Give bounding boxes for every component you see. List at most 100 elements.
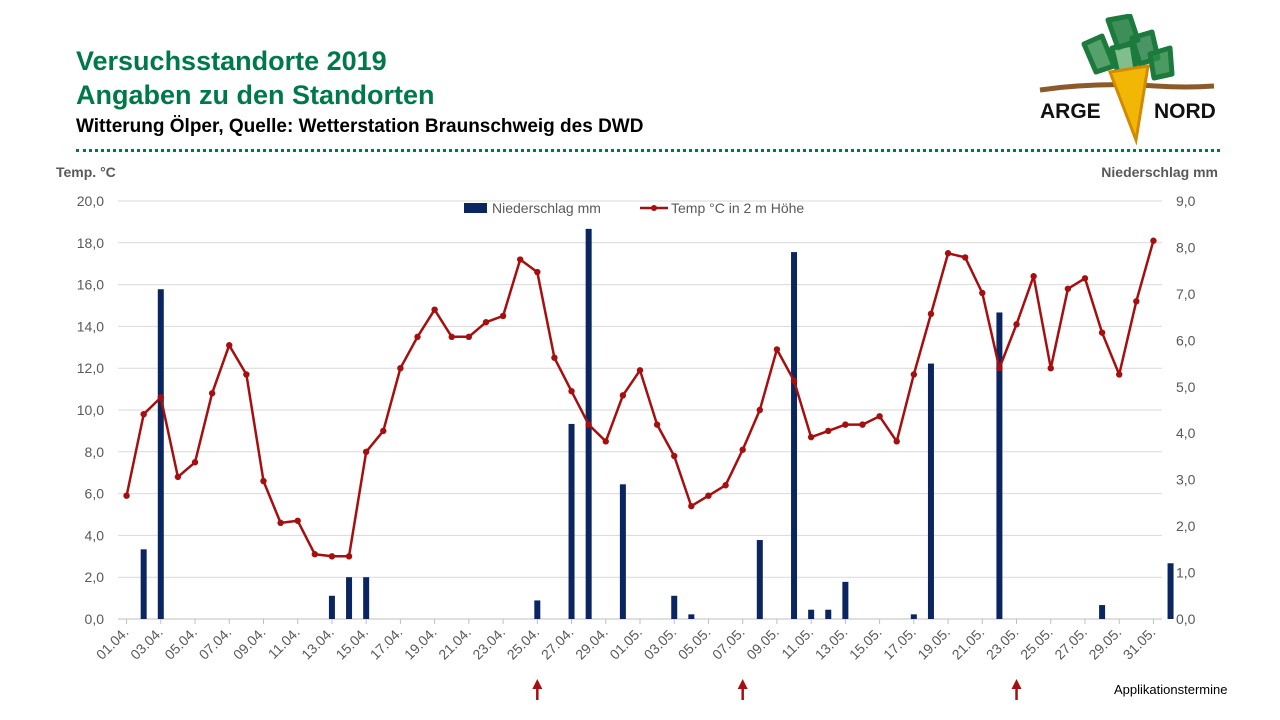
right-tick-label: 6,0	[1176, 332, 1196, 348]
logo-soil-line	[1039, 82, 1215, 93]
x-tick-label: 21.04.	[435, 624, 474, 663]
temperature-point	[140, 410, 147, 418]
x-tick-label: 17.05.	[880, 624, 919, 663]
temperature-point	[790, 377, 798, 384]
x-tick-label: 07.04.	[196, 624, 235, 663]
precipitation-bar	[140, 549, 147, 619]
right-tick-label: 7,0	[1176, 286, 1196, 302]
precipitation-bar	[328, 595, 335, 619]
temperature-point	[362, 448, 370, 455]
temperature-point	[431, 306, 438, 313]
temperature-point	[722, 482, 729, 489]
x-tick-label: 03.05.	[641, 624, 680, 663]
x-tick-label: 05.04.	[161, 624, 200, 663]
temperature-point	[653, 421, 661, 428]
precipitation-bar	[756, 540, 763, 619]
x-axis-labels: 01.04.03.04.05.04.07.04.09.04.11.04.13.0…	[93, 619, 1159, 663]
temperature-point	[157, 394, 164, 401]
x-tick-label: 27.04.	[538, 624, 577, 663]
temperature-point	[756, 406, 764, 414]
right-tick-label: 2,0	[1176, 518, 1196, 534]
left-tick-label: 12,0	[77, 360, 104, 376]
x-tick-label: 19.04.	[401, 624, 440, 663]
temperature-point	[568, 387, 575, 395]
precipitation-bar	[825, 609, 832, 619]
temperature-point	[191, 459, 199, 466]
x-tick-label: 21.05.	[949, 624, 988, 663]
precipitation-bar	[671, 595, 678, 619]
precipitation-bar	[568, 423, 575, 619]
right-tick-label: 1,0	[1176, 565, 1196, 581]
legend-bar-swatch	[464, 203, 487, 213]
left-tick-label: 14,0	[77, 318, 104, 334]
right-tick-label: 0,0	[1176, 611, 1196, 627]
precipitation-bar	[363, 577, 370, 619]
left-tick-label: 6,0	[85, 486, 105, 502]
application-arrows	[532, 679, 1022, 700]
temperature-point	[927, 310, 935, 318]
temperature-point	[842, 421, 849, 428]
precipitation-bar	[927, 363, 934, 619]
temperature-point	[123, 492, 130, 499]
x-tick-label: 27.05.	[1051, 624, 1090, 663]
x-tick-label: 13.04.	[298, 624, 337, 663]
left-axis-title: Temp. °C	[56, 164, 116, 180]
page-subtitle: Angaben zu den Standorten	[76, 80, 435, 110]
temperature-point	[688, 502, 695, 510]
temperature-point	[397, 365, 404, 372]
precipitation-bar	[996, 312, 1003, 619]
temperature-point	[585, 421, 592, 428]
temperature-point	[1133, 298, 1140, 305]
temperature-point	[226, 342, 233, 349]
temperature-point	[277, 519, 284, 527]
x-tick-label: 15.05.	[846, 624, 885, 663]
temperature-point	[859, 421, 866, 428]
temperature-point	[1150, 237, 1157, 244]
temperature-point	[1030, 273, 1037, 280]
left-tick-label: 10,0	[77, 402, 104, 418]
left-tick-label: 4,0	[85, 527, 105, 543]
x-tick-label: 09.04.	[230, 624, 269, 663]
precipitation-bar	[157, 289, 164, 619]
precipitation-bar	[808, 609, 815, 619]
precipitation-bar	[534, 600, 541, 619]
legend-line-label: Temp °C in 2 m Höhe	[671, 200, 804, 216]
legend-bar-label: Niederschlag mm	[492, 200, 601, 216]
temperature-point	[311, 551, 319, 558]
temperature-point	[499, 312, 507, 320]
temperature-point	[380, 427, 387, 435]
header-divider	[76, 149, 1220, 152]
temperature-point	[482, 319, 490, 326]
precipitation-bar	[1099, 605, 1106, 619]
temperature-point	[243, 371, 250, 378]
temperature-point	[1081, 275, 1089, 282]
temperature-point	[516, 256, 524, 263]
application-dates-note: Applikationstermine	[1114, 682, 1228, 697]
right-tick-label: 3,0	[1176, 472, 1196, 488]
temperature-point	[739, 446, 746, 453]
precipitation-bar	[791, 252, 798, 620]
application-arrow-icon	[532, 679, 543, 689]
temperature-point	[944, 250, 952, 257]
temperature-point	[1047, 365, 1054, 372]
temperature-point	[1116, 371, 1123, 378]
x-tick-label: 09.05.	[743, 624, 782, 663]
temperature-point	[619, 392, 627, 399]
temperature-point	[1064, 285, 1072, 292]
temperature-point	[602, 438, 609, 445]
x-tick-label: 15.04.	[332, 624, 371, 663]
temperature-point	[465, 333, 473, 341]
right-tick-label: 9,0	[1176, 193, 1196, 209]
temperature-point	[174, 473, 182, 481]
temperature-point	[534, 268, 541, 276]
left-tick-label: 20,0	[77, 193, 104, 209]
right-axis-ticks: 0,0 1,0 2,0 3,0 4,0 5,0 6,0 7,0 8,0 9,0	[1176, 193, 1196, 627]
temperature-point	[893, 438, 900, 445]
x-tick-label: 25.05.	[1017, 624, 1056, 663]
x-tick-label: 11.05.	[778, 624, 816, 662]
x-tick-label: 23.05.	[983, 624, 1022, 663]
logo-carrot	[1107, 64, 1150, 146]
temperature-line	[123, 237, 1157, 560]
x-tick-label: 23.04.	[469, 624, 508, 663]
